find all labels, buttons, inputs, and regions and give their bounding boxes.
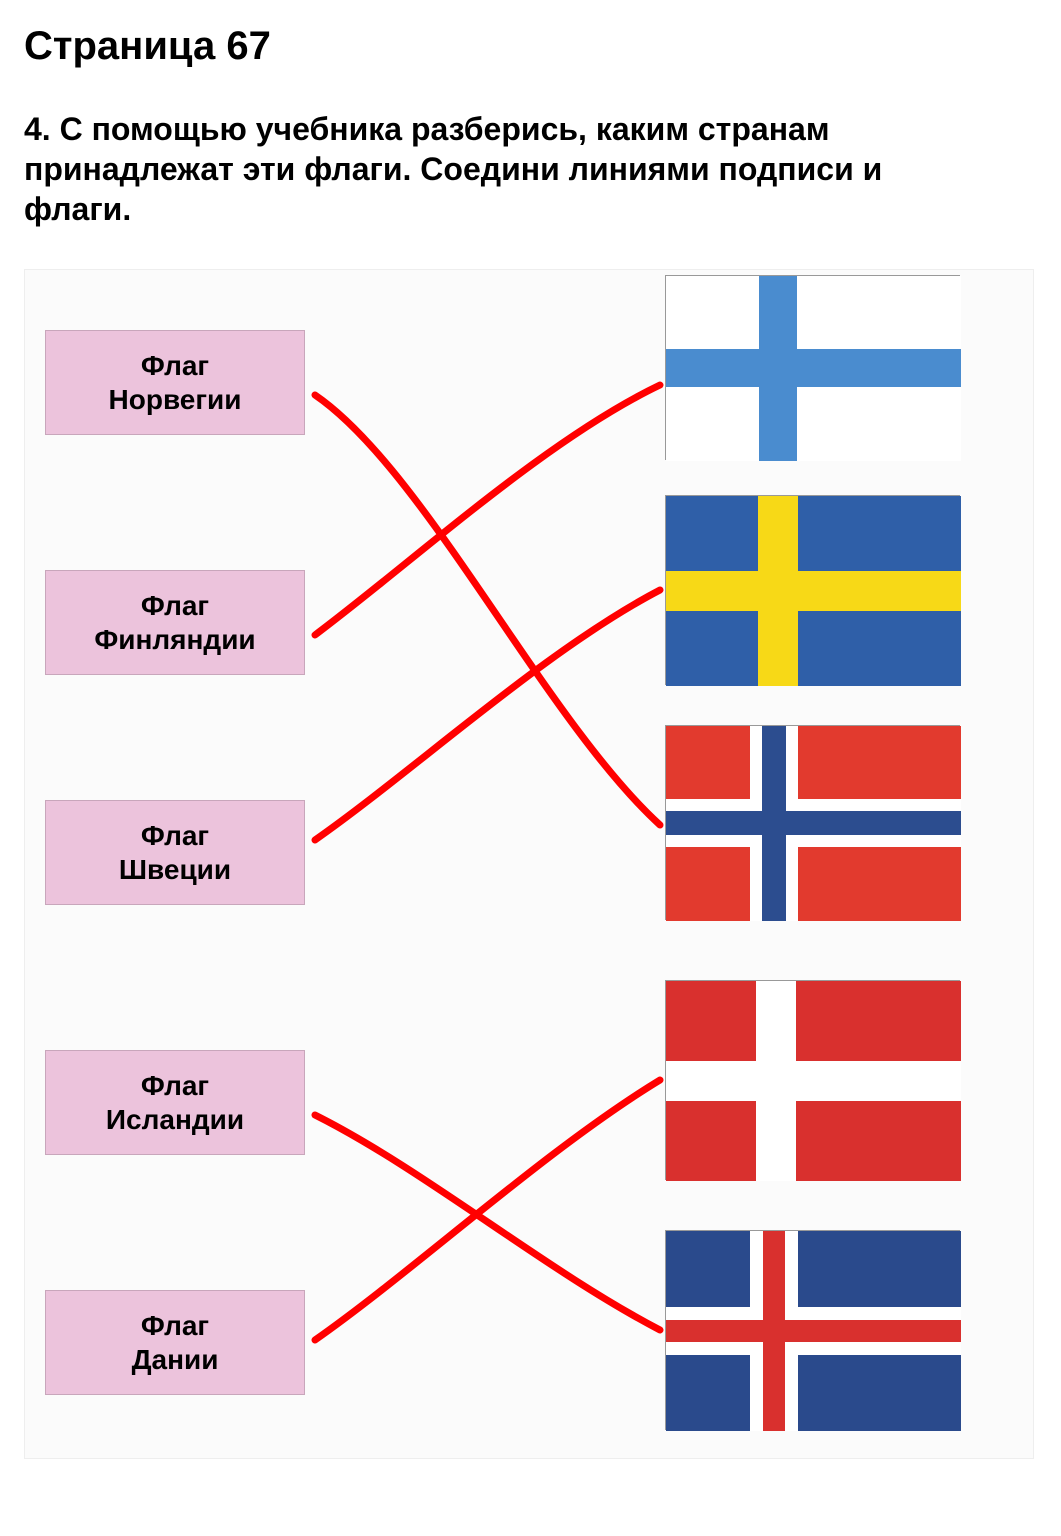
flag-label: ФлагФинляндии bbox=[45, 570, 305, 675]
flag-sweden bbox=[665, 495, 960, 685]
page-title: Страница 67 bbox=[24, 24, 1037, 69]
flag-denmark bbox=[665, 980, 960, 1180]
flag-norway bbox=[665, 725, 960, 920]
connection-line bbox=[315, 1115, 660, 1330]
label-line2: Швеции bbox=[119, 853, 231, 887]
connection-line bbox=[315, 395, 660, 825]
flag-label: ФлагШвеции bbox=[45, 800, 305, 905]
label-line2: Исландии bbox=[106, 1103, 244, 1137]
label-line2: Норвегии bbox=[109, 383, 242, 417]
label-line1: Флаг bbox=[141, 589, 209, 623]
flag-label: ФлагИсландии bbox=[45, 1050, 305, 1155]
task-number: 4. bbox=[24, 111, 51, 147]
matching-exercise: ФлагНорвегииФлагФинляндииФлагШвецииФлагИ… bbox=[24, 269, 1034, 1459]
label-line1: Флаг bbox=[141, 349, 209, 383]
connection-line bbox=[315, 590, 660, 840]
task-body: С помощью учебника разберись, каким стра… bbox=[24, 111, 882, 227]
label-line1: Флаг bbox=[141, 1309, 209, 1343]
label-line2: Дании bbox=[132, 1343, 219, 1377]
flag-label: ФлагДании bbox=[45, 1290, 305, 1395]
label-line1: Флаг bbox=[141, 1069, 209, 1103]
task-text: 4. С помощью учебника разберись, каким с… bbox=[24, 109, 984, 229]
connection-line bbox=[315, 1080, 660, 1340]
label-line2: Финляндии bbox=[94, 623, 255, 657]
flag-label: ФлагНорвегии bbox=[45, 330, 305, 435]
label-line1: Флаг bbox=[141, 819, 209, 853]
flag-iceland bbox=[665, 1230, 960, 1430]
flag-finland bbox=[665, 275, 960, 460]
connection-line bbox=[315, 385, 660, 635]
